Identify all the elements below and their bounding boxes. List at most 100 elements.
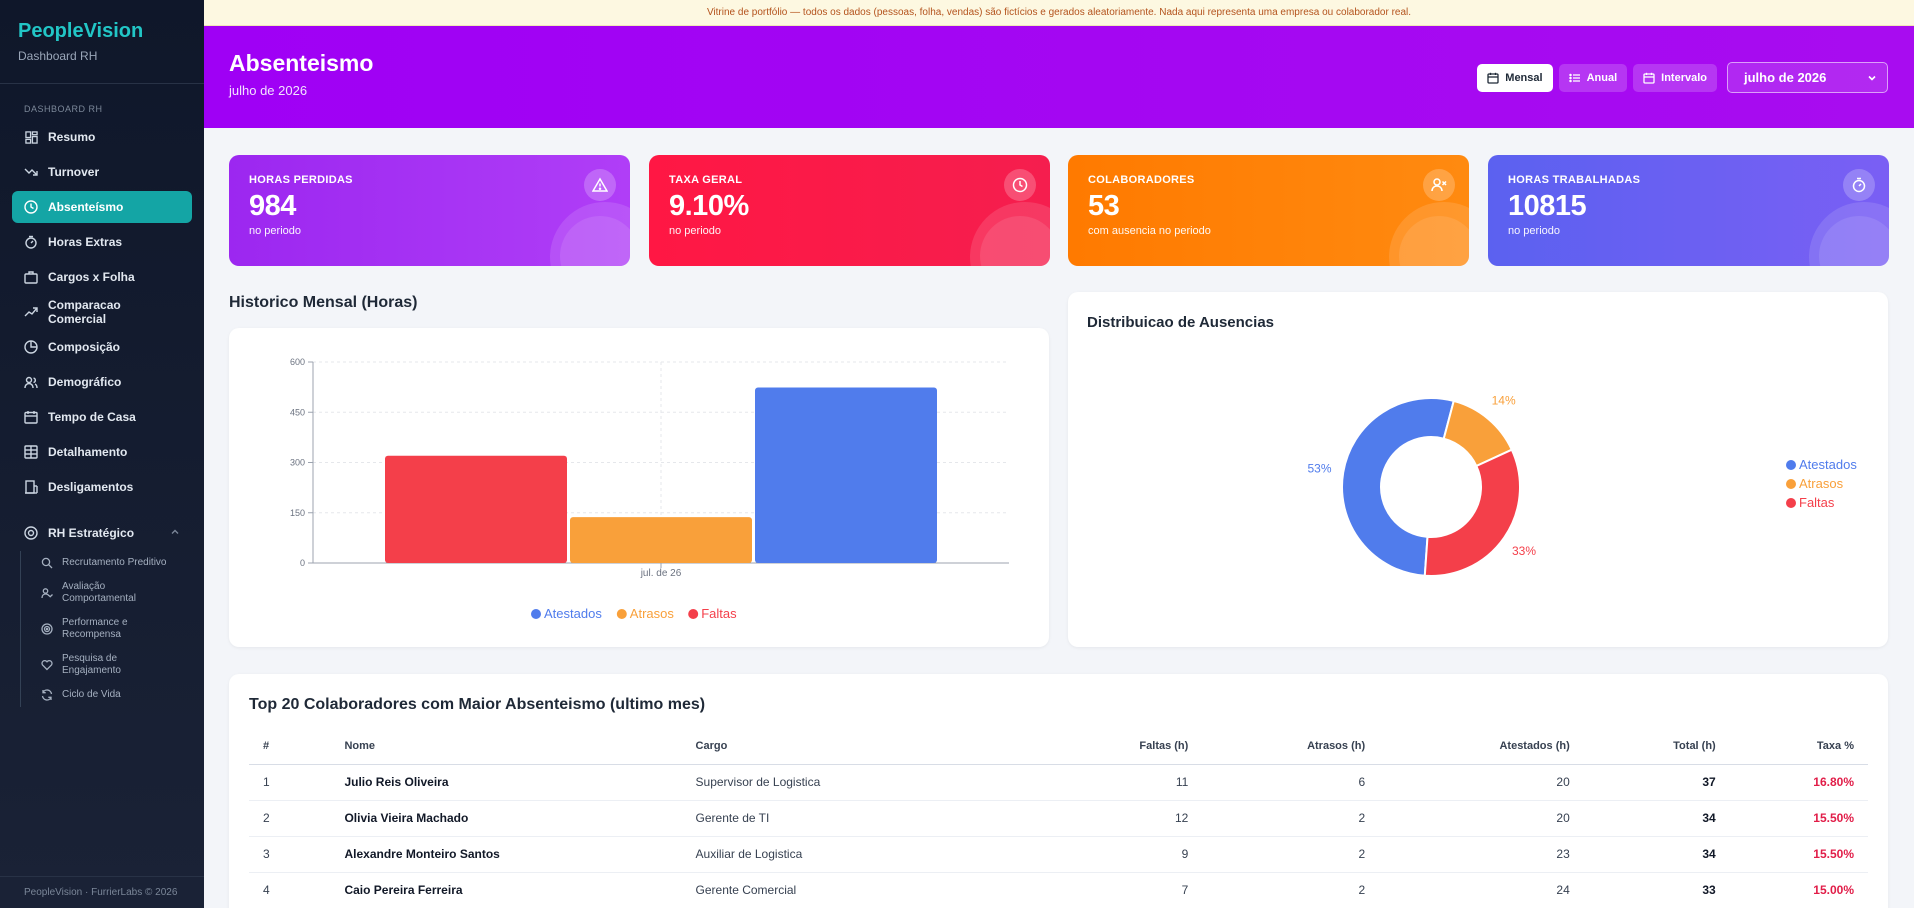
cell-taxa: 16.80%	[1729, 764, 1868, 801]
sidebar-item-resumo[interactable]: Resumo	[12, 121, 192, 153]
heart-icon	[41, 659, 53, 671]
donut-slice-atestados	[1341, 397, 1455, 577]
refresh-icon	[41, 689, 53, 701]
sidebar-item-turnover[interactable]: Turnover	[12, 156, 192, 188]
col-atestados[interactable]: Atestados (h)	[1379, 728, 1584, 765]
mensal-button[interactable]: Mensal	[1477, 63, 1553, 92]
cell-atestados: 23	[1379, 836, 1584, 873]
sidebar-item-label: Composição	[48, 340, 121, 354]
legend-item-atrasos: Atrasos	[1786, 476, 1844, 491]
cell-atrasos: 2	[1202, 872, 1380, 908]
cell-total: 34	[1583, 800, 1730, 837]
page-header: Absenteismo julho de 2026 Mensal Anual I…	[204, 26, 1914, 128]
sidebar-item-detalhamento[interactable]: Detalhamento	[12, 436, 192, 468]
col-atrasos[interactable]: Atrasos (h)	[1202, 728, 1380, 765]
col-cargo[interactable]: Cargo	[681, 728, 980, 765]
legend-dot	[616, 609, 627, 619]
sidebar-subitem-avaliacao[interactable]: Avaliação Comportamental	[21, 575, 204, 611]
kpi-value: 10815	[1508, 190, 1587, 222]
cell-rank: 3	[249, 836, 331, 873]
cell-atestados: 24	[1379, 872, 1584, 908]
table-row[interactable]: 1 Julio Reis Oliveira Supervisor de Logi…	[249, 764, 1868, 801]
period-controls: Mensal Anual Intervalo julho de 2026	[1471, 62, 1888, 93]
sidebar-subitem-performance[interactable]: Performance e Recompensa	[21, 611, 204, 647]
sidebar-subitem-label: Avaliação Comportamental	[62, 581, 136, 604]
kpi-label: TAXA GERAL	[669, 174, 743, 186]
sidebar-group-rh-estrategico[interactable]: RH Estratégico	[12, 517, 192, 549]
globe-icon	[24, 526, 38, 540]
cell-taxa: 15.50%	[1729, 800, 1868, 837]
legend-label: Atrasos	[1799, 476, 1844, 491]
brand-name[interactable]: PeopleVision	[18, 20, 144, 42]
legend-label: Atestados	[544, 606, 602, 621]
donut-value-label: 14%	[1492, 393, 1516, 407]
cell-cargo: Supervisor de Logistica	[681, 764, 980, 801]
clock-icon	[24, 200, 38, 214]
legend-label: Faltas	[1799, 495, 1835, 510]
sidebar-item-composicao[interactable]: Composição	[12, 331, 192, 363]
sidebar-item-label: Tempo de Casa	[48, 410, 136, 424]
donut-value-label: 53%	[1308, 462, 1332, 476]
sidebar-item-label: Absenteísmo	[48, 200, 124, 214]
sidebar-subitem-pesquisa[interactable]: Pesquisa de Engajamento	[21, 647, 204, 683]
intervalo-button[interactable]: Intervalo	[1633, 63, 1717, 92]
sidebar-item-tempo-de-casa[interactable]: Tempo de Casa	[12, 401, 192, 433]
legend-label: Faltas	[701, 606, 737, 621]
cell-nome: Olivia Vieira Machado	[330, 800, 682, 837]
sidebar-item-desligamentos[interactable]: Desligamentos	[12, 471, 192, 503]
sidebar-item-horas-extras[interactable]: Horas Extras	[12, 226, 192, 258]
donut-chart: 53% 14% 33% Atestados Atrasos Faltas	[1308, 393, 1857, 577]
calendar-icon	[1487, 72, 1499, 84]
sidebar-item-label: Resumo	[48, 130, 96, 144]
sidebar-subitem-ciclo-de-vida[interactable]: Ciclo de Vida	[21, 683, 204, 707]
sidebar-item-label: Cargos x Folha	[48, 270, 135, 284]
col-nome[interactable]: Nome	[330, 728, 682, 765]
kpi-sub: com ausencia no periodo	[1088, 225, 1211, 237]
period-select-value: julho de 2026	[1744, 70, 1827, 85]
sidebar-item-comparacao-comercial[interactable]: Comparacao Comercial	[12, 296, 192, 328]
table-row[interactable]: 2 Olivia Vieira Machado Gerente de TI 12…	[249, 800, 1868, 837]
kpi-label: HORAS PERDIDAS	[249, 174, 353, 186]
kpi-label: HORAS TRABALHADAS	[1508, 174, 1641, 186]
col-total[interactable]: Total (h)	[1583, 728, 1730, 765]
period-select[interactable]: julho de 2026	[1727, 62, 1888, 93]
bar-atrasos	[570, 517, 752, 563]
legend-label: Atrasos	[630, 606, 675, 621]
cell-nome: Caio Pereira Ferreira	[330, 872, 682, 908]
brand-subtitle: Dashboard RH	[18, 49, 98, 63]
sidebar-item-absenteismo[interactable]: Absenteísmo	[12, 191, 192, 223]
cell-atrasos: 6	[1202, 764, 1380, 801]
legend-item-faltas: Faltas	[1786, 495, 1835, 510]
sidebar-item-cargos-folha[interactable]: Cargos x Folha	[12, 261, 192, 293]
cell-taxa: 15.50%	[1729, 836, 1868, 873]
sidebar-sub-list: Recrutamento Preditivo Avaliação Comport…	[20, 551, 204, 707]
col-taxa[interactable]: Taxa %	[1729, 728, 1868, 765]
cell-total: 33	[1583, 872, 1730, 908]
kpi-value: 984	[249, 190, 296, 222]
bar-chart-title: Historico Mensal (Horas)	[229, 294, 418, 311]
donut-chart-card: Distribuicao de Ausencias 53% 14% 33% Atest…	[1068, 292, 1888, 647]
col-rank[interactable]: #	[249, 728, 331, 765]
page-subtitle: julho de 2026	[229, 83, 308, 98]
table-icon	[24, 445, 38, 459]
table-row[interactable]: 3 Alexandre Monteiro Santos Auxiliar de …	[249, 836, 1868, 873]
anual-label: Anual	[1586, 71, 1618, 84]
sidebar-subitem-label: Ciclo de Vida	[62, 689, 121, 700]
kpi-value: 53	[1088, 190, 1120, 222]
sidebar-footer: PeopleVision · FurrierLabs © 2026	[0, 876, 204, 908]
anual-button[interactable]: Anual	[1558, 63, 1628, 92]
stopwatch-icon	[1843, 169, 1875, 201]
cell-nome: Alexandre Monteiro Santos	[330, 836, 682, 873]
alert-triangle-icon	[584, 169, 616, 201]
cell-taxa: 15.00%	[1729, 872, 1868, 908]
y-tick-label: 300	[290, 458, 305, 468]
col-faltas[interactable]: Faltas (h)	[979, 728, 1203, 765]
sidebar-item-demografico[interactable]: Demográfico	[12, 366, 192, 398]
kpi-sub: no periodo	[1508, 225, 1560, 237]
sidebar-subitem-recrutamento[interactable]: Recrutamento Preditivo	[21, 551, 204, 575]
table-row[interactable]: 4 Caio Pereira Ferreira Gerente Comercia…	[249, 872, 1868, 908]
legend-dot	[1786, 498, 1796, 508]
cell-atrasos: 2	[1202, 836, 1380, 873]
donut-value-label: 33%	[1512, 544, 1536, 558]
chevron-up-icon[interactable]	[170, 526, 180, 540]
